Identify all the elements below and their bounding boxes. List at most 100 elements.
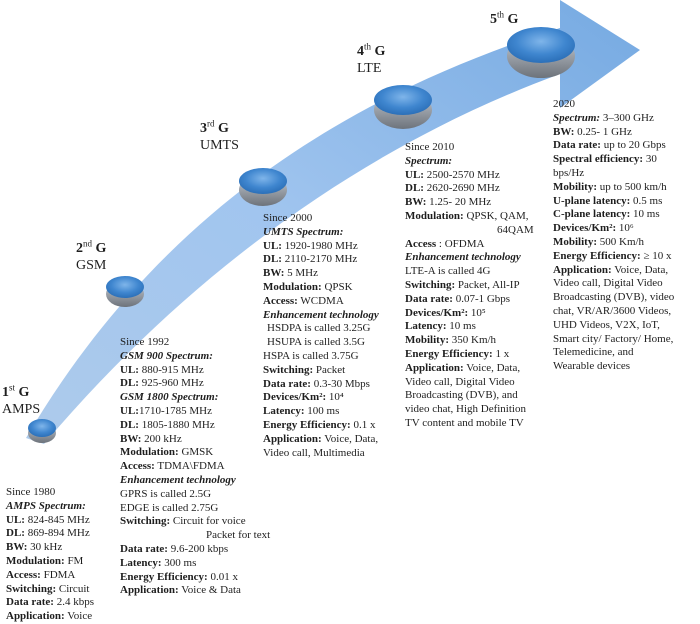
spec-line: chat, VR/AR/3600 Videos, bbox=[553, 305, 698, 319]
disc-1g bbox=[28, 419, 56, 443]
spec-line: EDGE is called 2.75G bbox=[120, 502, 270, 516]
gen-g: G bbox=[18, 385, 30, 400]
since-year: Since 2000 bbox=[263, 212, 313, 224]
spec-label: Data rate: bbox=[6, 596, 54, 609]
spec-label: BW: bbox=[553, 125, 575, 138]
spec-label: Latency: bbox=[405, 320, 447, 333]
spec-heading: GSM 1800 Spectrum: bbox=[120, 391, 219, 404]
spec-text: GPRS is called 2.5G bbox=[120, 487, 212, 500]
since-year: 2020 bbox=[553, 98, 575, 110]
spec-label: Mobility: bbox=[553, 235, 597, 248]
spec-label: Mobility: bbox=[405, 334, 449, 347]
spec-label: Energy Efficiency: bbox=[263, 418, 351, 431]
spec-value: 200 kHz bbox=[141, 432, 182, 445]
spec-label: DL: bbox=[120, 377, 139, 390]
spec-text: Packet for text bbox=[206, 529, 271, 542]
spec-text: EDGE is called 2.75G bbox=[120, 501, 219, 514]
spec-label: DL: bbox=[120, 418, 139, 431]
spec-text: LTE-A is called 4G bbox=[405, 265, 491, 278]
spec-line: Access: WCDMA bbox=[263, 295, 403, 309]
spec-line: UL: 880-915 MHz bbox=[120, 364, 270, 378]
spec-value: 2110-2170 MHz bbox=[281, 253, 358, 266]
spec-value: Circuit bbox=[56, 582, 90, 595]
since-year: Since 1980 bbox=[6, 486, 56, 498]
spec-value: 1.25- 20 MHz bbox=[426, 196, 492, 209]
spec-line: Latency: 10 ms bbox=[405, 320, 550, 334]
spec-line: Smart city/ Factory/ Home, bbox=[553, 333, 698, 347]
spec-line: Switching: Packet, All-IP bbox=[405, 279, 550, 293]
spec-line: bps/Hz bbox=[553, 167, 698, 181]
spec-line: AMPS Spectrum: bbox=[6, 500, 118, 514]
spec-line: video chat, High Definition bbox=[405, 403, 550, 417]
spec-label: Data rate: bbox=[553, 139, 601, 152]
spec-value: 350 Km/h bbox=[449, 334, 497, 347]
spec-line: Data rate: up to 20 Gbps bbox=[553, 139, 698, 153]
spec-line: TV content and mobile TV bbox=[405, 417, 550, 431]
spec-label: DL: bbox=[405, 182, 424, 195]
since-year: Since 2010 bbox=[405, 141, 455, 153]
spec-label: UL: bbox=[405, 168, 424, 181]
spec-label: Data rate: bbox=[120, 542, 168, 555]
spec-line: Energy Efficiency: 0.1 x bbox=[263, 419, 403, 433]
spec-value: 30 bbox=[643, 153, 657, 166]
spec-line: Latency: 100 ms bbox=[263, 405, 403, 419]
spec-value: : OFDMA bbox=[436, 237, 485, 250]
spec-line: Mobility: up to 500 km/h bbox=[553, 181, 698, 195]
spec-label: UL: bbox=[120, 363, 139, 376]
gen-g: G bbox=[374, 44, 386, 59]
spec-block-1g: Since 1980 AMPS Spectrum: UL: 824-845 MHz D… bbox=[6, 486, 118, 624]
spec-label: Switching: bbox=[405, 278, 456, 291]
spec-label: Access: bbox=[120, 460, 155, 473]
spec-value: 100 ms bbox=[304, 405, 340, 418]
spec-text: HSDPA is called 3.25G bbox=[267, 322, 371, 335]
spec-heading: Enhancement technology bbox=[263, 308, 379, 321]
spec-label: UL: bbox=[263, 239, 282, 252]
spec-text: 64QAM bbox=[497, 223, 534, 236]
spec-line: DL: 869-894 MHz bbox=[6, 527, 118, 541]
spec-text: Video call, Digital Video bbox=[553, 277, 663, 290]
spec-line: BW: 30 kHz bbox=[6, 541, 118, 555]
spec-line: Wearable devices bbox=[553, 360, 698, 374]
spec-label: Modulation: bbox=[405, 209, 464, 222]
spec-heading: UMTS Spectrum: bbox=[263, 225, 344, 238]
spec-label: Latency: bbox=[120, 556, 162, 569]
gen-g: G bbox=[218, 121, 229, 136]
spec-text: chat, VR/AR/3600 Videos, bbox=[553, 304, 672, 317]
spec-label: Application: bbox=[405, 361, 464, 374]
spec-line: Enhancement technology bbox=[120, 474, 270, 488]
spec-line: Enhancement technology bbox=[263, 309, 403, 323]
spec-label: Spectral efficiency: bbox=[553, 153, 644, 166]
spec-line: U-plane latency: 0.5 ms bbox=[553, 195, 698, 209]
gen-tech: GSM bbox=[76, 258, 107, 273]
spec-heading: Spectrum: bbox=[553, 111, 601, 124]
spec-line: UL:1710-1785 MHz bbox=[120, 405, 270, 419]
spec-line: Video call, Digital Video bbox=[553, 277, 698, 291]
spec-value: Voice, Data, bbox=[463, 361, 521, 374]
gen-num: 4 bbox=[357, 44, 364, 59]
disc-4g bbox=[374, 85, 432, 129]
spec-value: 0.01 x bbox=[207, 570, 238, 583]
spec-line: Switching: Circuit for voice bbox=[120, 515, 270, 529]
gen-tech: UMTS bbox=[200, 138, 239, 153]
spec-heading: AMPS Spectrum: bbox=[6, 499, 86, 512]
spec-line: HSDPA is called 3.25G bbox=[263, 322, 403, 336]
spec-block-3g: Since 2000 UMTS Spectrum: UL: 1920-1980 MH… bbox=[263, 212, 403, 460]
spec-line: Application: Voice, Data, bbox=[405, 362, 550, 376]
spec-line: Video call, Multimedia bbox=[263, 447, 403, 461]
spec-label: U-plane latency: bbox=[553, 194, 631, 207]
spec-line: UL: 1920-1980 MHz bbox=[263, 240, 403, 254]
spec-label: Switching: bbox=[120, 515, 171, 528]
spec-line: Access : OFDMA bbox=[405, 238, 550, 252]
spec-value: ≥ 10 x bbox=[640, 249, 672, 262]
spec-line: Application: Voice, Data, bbox=[263, 433, 403, 447]
spec-label: Modulation: bbox=[6, 554, 65, 567]
spec-value: 2500-2570 MHz bbox=[423, 168, 500, 181]
spec-text: Wearable devices bbox=[553, 360, 630, 373]
spec-label: Application: bbox=[553, 263, 612, 276]
spec-line: DL: 1805-1880 MHz bbox=[120, 419, 270, 433]
spec-value: QPSK bbox=[321, 280, 353, 293]
spec-value: 3–300 GHz bbox=[600, 111, 654, 124]
spec-value: 925-960 MHz bbox=[138, 377, 204, 390]
spec-label: Energy Efficiency: bbox=[405, 347, 493, 360]
spec-line: Telemedicine, and bbox=[553, 346, 698, 360]
